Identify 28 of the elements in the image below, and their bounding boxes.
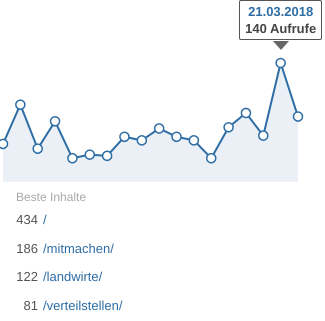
data-label: 434 xyxy=(15,212,38,227)
point xyxy=(258,130,269,141)
data-label: 186 xyxy=(15,240,38,256)
point xyxy=(154,123,164,134)
point xyxy=(102,150,112,162)
text: 21.03.2018 xyxy=(247,3,314,20)
text: 140 Aufrufe xyxy=(245,20,316,37)
point xyxy=(292,111,304,122)
point xyxy=(32,143,43,154)
category-label: /mitmachen/ xyxy=(43,240,114,256)
data-label: 81 xyxy=(22,298,38,312)
point xyxy=(188,135,200,146)
point xyxy=(240,108,252,118)
category-label: / xyxy=(43,212,47,227)
point xyxy=(171,132,182,142)
point xyxy=(119,132,130,142)
category-label: /landwirte/ xyxy=(43,269,102,284)
point xyxy=(50,116,60,127)
point xyxy=(275,58,286,68)
point xyxy=(136,135,148,146)
point xyxy=(206,152,216,164)
point xyxy=(84,149,96,160)
point xyxy=(15,99,26,110)
text: Beste Inhalte xyxy=(16,190,86,204)
data-label: 122 xyxy=(15,269,38,284)
point xyxy=(67,152,78,164)
category-label: /verteilstellen/ xyxy=(43,298,122,312)
point xyxy=(223,122,234,133)
